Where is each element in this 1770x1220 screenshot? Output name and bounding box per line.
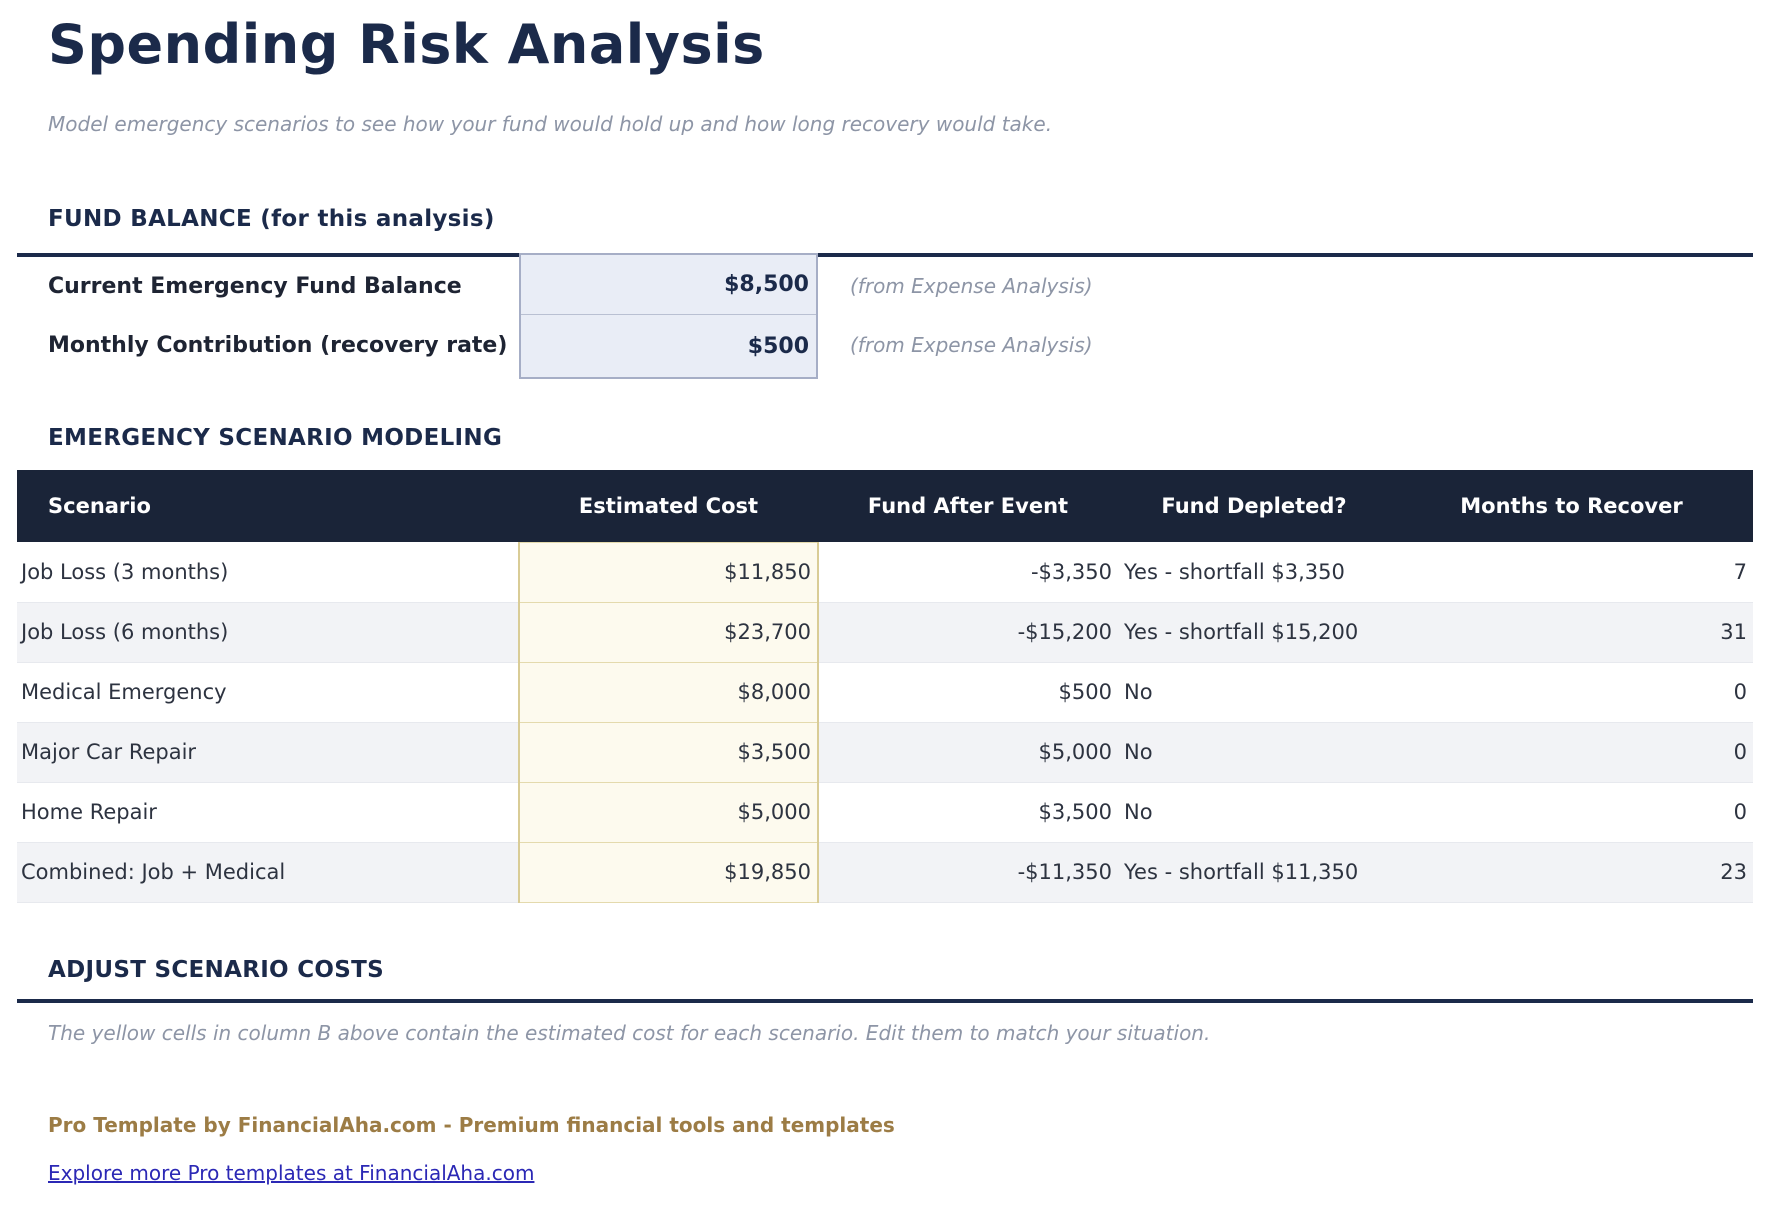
months-to-recover-cell: 0 — [1733, 800, 1747, 825]
estimated-cost-cell[interactable]: $19,850 — [518, 841, 819, 903]
months-to-recover-cell: 23 — [1720, 860, 1747, 885]
scenario-cell: Home Repair — [21, 800, 157, 825]
scenario-cell: Job Loss (6 months) — [21, 620, 229, 645]
column-header-fund-depleted: Fund Depleted? — [1118, 470, 1390, 543]
scenario-table-header-row: Scenario Estimated Cost Fund After Event… — [17, 470, 1753, 543]
fund-after-event-cell: -$11,350 — [1017, 860, 1112, 885]
page-subtitle: Model emergency scenarios to see how you… — [48, 112, 1053, 137]
table-row: Major Car Repair $3,500 $5,000 No 0 — [17, 721, 1753, 783]
fund-balance-divider — [17, 253, 1753, 258]
monthly-contribution-note: (from Expense Analysis) — [850, 333, 1093, 358]
fund-after-event-cell: -$15,200 — [1017, 620, 1112, 645]
fund-balance-heading: FUND BALANCE (for this analysis) — [48, 206, 495, 233]
table-row: Combined: Job + Medical $19,850 -$11,350… — [17, 841, 1753, 903]
estimated-cost-cell[interactable]: $8,000 — [518, 661, 819, 723]
fund-depleted-cell: No — [1124, 680, 1153, 705]
estimated-cost-cell[interactable]: $11,850 — [518, 541, 819, 603]
adjust-costs-note: The yellow cells in column B above conta… — [48, 1020, 1211, 1045]
scenario-modeling-heading: EMERGENCY SCENARIO MODELING — [48, 425, 503, 452]
scenario-cell: Medical Emergency — [21, 680, 227, 705]
scenario-cell: Job Loss (3 months) — [21, 559, 229, 584]
adjust-costs-divider — [17, 998, 1753, 1003]
months-to-recover-cell: 31 — [1720, 620, 1747, 645]
fund-depleted-cell: No — [1124, 740, 1153, 765]
column-header-fund-after-event: Fund After Event — [818, 470, 1118, 543]
financialaha-link[interactable]: Explore more Pro templates at FinancialA… — [48, 1160, 535, 1185]
scenario-cell: Major Car Repair — [21, 740, 197, 765]
page-title: Spending Risk Analysis — [48, 13, 765, 76]
fund-after-event-cell: $500 — [1058, 680, 1112, 705]
fund-after-event-cell: $5,000 — [1038, 740, 1112, 765]
monthly-contribution-label: Monthly Contribution (recovery rate) — [48, 332, 508, 358]
scenario-cell: Combined: Job + Medical — [21, 860, 286, 885]
table-row: Medical Emergency $8,000 $500 No 0 — [17, 661, 1753, 723]
column-header-estimated-cost: Estimated Cost — [519, 470, 818, 543]
scenario-table: Scenario Estimated Cost Fund After Event… — [17, 470, 1753, 903]
current-fund-balance-input[interactable]: $8,500 — [521, 255, 816, 316]
fund-depleted-cell: Yes - shortfall $15,200 — [1124, 620, 1359, 645]
footer-branding: Pro Template by FinancialAha.com - Premi… — [48, 1112, 895, 1137]
estimated-cost-cell[interactable]: $23,700 — [518, 601, 819, 663]
monthly-contribution-input[interactable]: $500 — [747, 333, 809, 359]
fund-depleted-cell: No — [1124, 800, 1153, 825]
estimated-cost-cell[interactable]: $3,500 — [518, 721, 819, 783]
fund-depleted-cell: Yes - shortfall $11,350 — [1124, 860, 1359, 885]
months-to-recover-cell: 0 — [1733, 740, 1747, 765]
column-header-scenario: Scenario — [17, 470, 519, 543]
column-header-months-to-recover: Months to Recover — [1390, 470, 1753, 543]
table-row: Job Loss (3 months) $11,850 -$3,350 Yes … — [17, 541, 1753, 603]
fund-after-event-cell: -$3,350 — [1030, 559, 1112, 584]
table-row: Home Repair $5,000 $3,500 No 0 — [17, 781, 1753, 843]
estimated-cost-cell[interactable]: $5,000 — [518, 781, 819, 843]
table-row: Job Loss (6 months) $23,700 -$15,200 Yes… — [17, 601, 1753, 663]
fund-balance-table: Current Emergency Fund Balance $8,500 $5… — [17, 253, 1753, 380]
fund-balance-input-box: $8,500 $500 — [519, 253, 818, 380]
months-to-recover-cell: 7 — [1733, 559, 1747, 584]
current-fund-balance-note: (from Expense Analysis) — [850, 274, 1093, 299]
current-fund-balance-label: Current Emergency Fund Balance — [48, 273, 462, 299]
adjust-costs-heading: ADJUST SCENARIO COSTS — [48, 956, 384, 983]
months-to-recover-cell: 0 — [1733, 680, 1747, 705]
fund-after-event-cell: $3,500 — [1038, 800, 1112, 825]
fund-depleted-cell: Yes - shortfall $3,350 — [1124, 559, 1345, 584]
